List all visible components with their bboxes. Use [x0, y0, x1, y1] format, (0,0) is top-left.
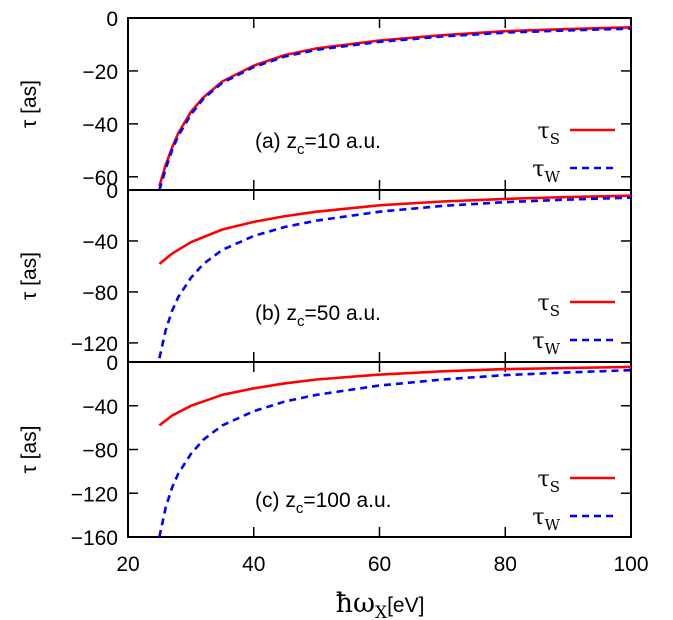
legend-label: τW: [532, 157, 560, 186]
series-line-tau-s: [158, 365, 632, 427]
x-tick-label: 60: [368, 553, 391, 576]
y-tick-label: 0: [106, 180, 118, 203]
y-tick-label: −40: [82, 231, 118, 254]
y-tick-label: −80: [82, 282, 118, 305]
legend-label: τW: [532, 505, 560, 534]
y-axis-label: τ [as]: [18, 426, 41, 474]
legend-label: τS: [538, 119, 560, 148]
x-axis-label: ħωX[eV]: [336, 588, 425, 620]
x-tick-label: 20: [116, 553, 139, 576]
y-tick-label: −20: [82, 61, 118, 84]
y-axis-label: τ [as]: [18, 80, 41, 128]
panel-annotation: (c) zc=100 a.u.: [255, 489, 392, 517]
panel-1: 0 −40 −80 −120 τ [as] τS τW (b) zc=50 a.u.: [18, 180, 632, 363]
legend-label: τS: [538, 291, 560, 320]
y-tick-label: −160: [71, 527, 118, 550]
y-tick-label: −120: [71, 333, 118, 356]
y-tick-label: −60: [82, 167, 118, 190]
legend-label: τS: [538, 467, 560, 496]
y-tick-label: 0: [106, 352, 118, 375]
x-tick-label: 80: [494, 553, 517, 576]
y-tick-label: 0: [106, 8, 118, 31]
series-line-tau-s: [158, 26, 632, 187]
x-tick-label: 40: [242, 553, 265, 576]
y-tick-label: −40: [82, 114, 118, 137]
series-line-tau-w: [158, 196, 632, 359]
series-line-tau-s: [158, 194, 632, 265]
panel-frame: [127, 17, 632, 191]
x-tick-label: 100: [613, 553, 648, 576]
panel-annotation: (a) zc=10 a.u.: [255, 130, 381, 158]
y-axis-label: τ [as]: [18, 252, 41, 300]
panel-2: 0 −40 −80 −120 −160 20 40 60 80 100 τ [as] τS τW (c) …: [18, 352, 649, 620]
panel-frame: [127, 189, 632, 363]
panel-0: 0 −20 −40 −60 τ [as] τS τW (a) zc=10 a.u.: [18, 8, 632, 191]
y-tick-label: −80: [82, 440, 118, 463]
legend-label: τW: [532, 329, 560, 358]
y-tick-label: −40: [82, 396, 118, 419]
series-line-tau-w: [158, 27, 632, 191]
y-tick-label: −120: [71, 483, 118, 506]
panel-annotation: (b) zc=50 a.u.: [255, 302, 381, 330]
series-line-tau-w: [158, 368, 632, 538]
